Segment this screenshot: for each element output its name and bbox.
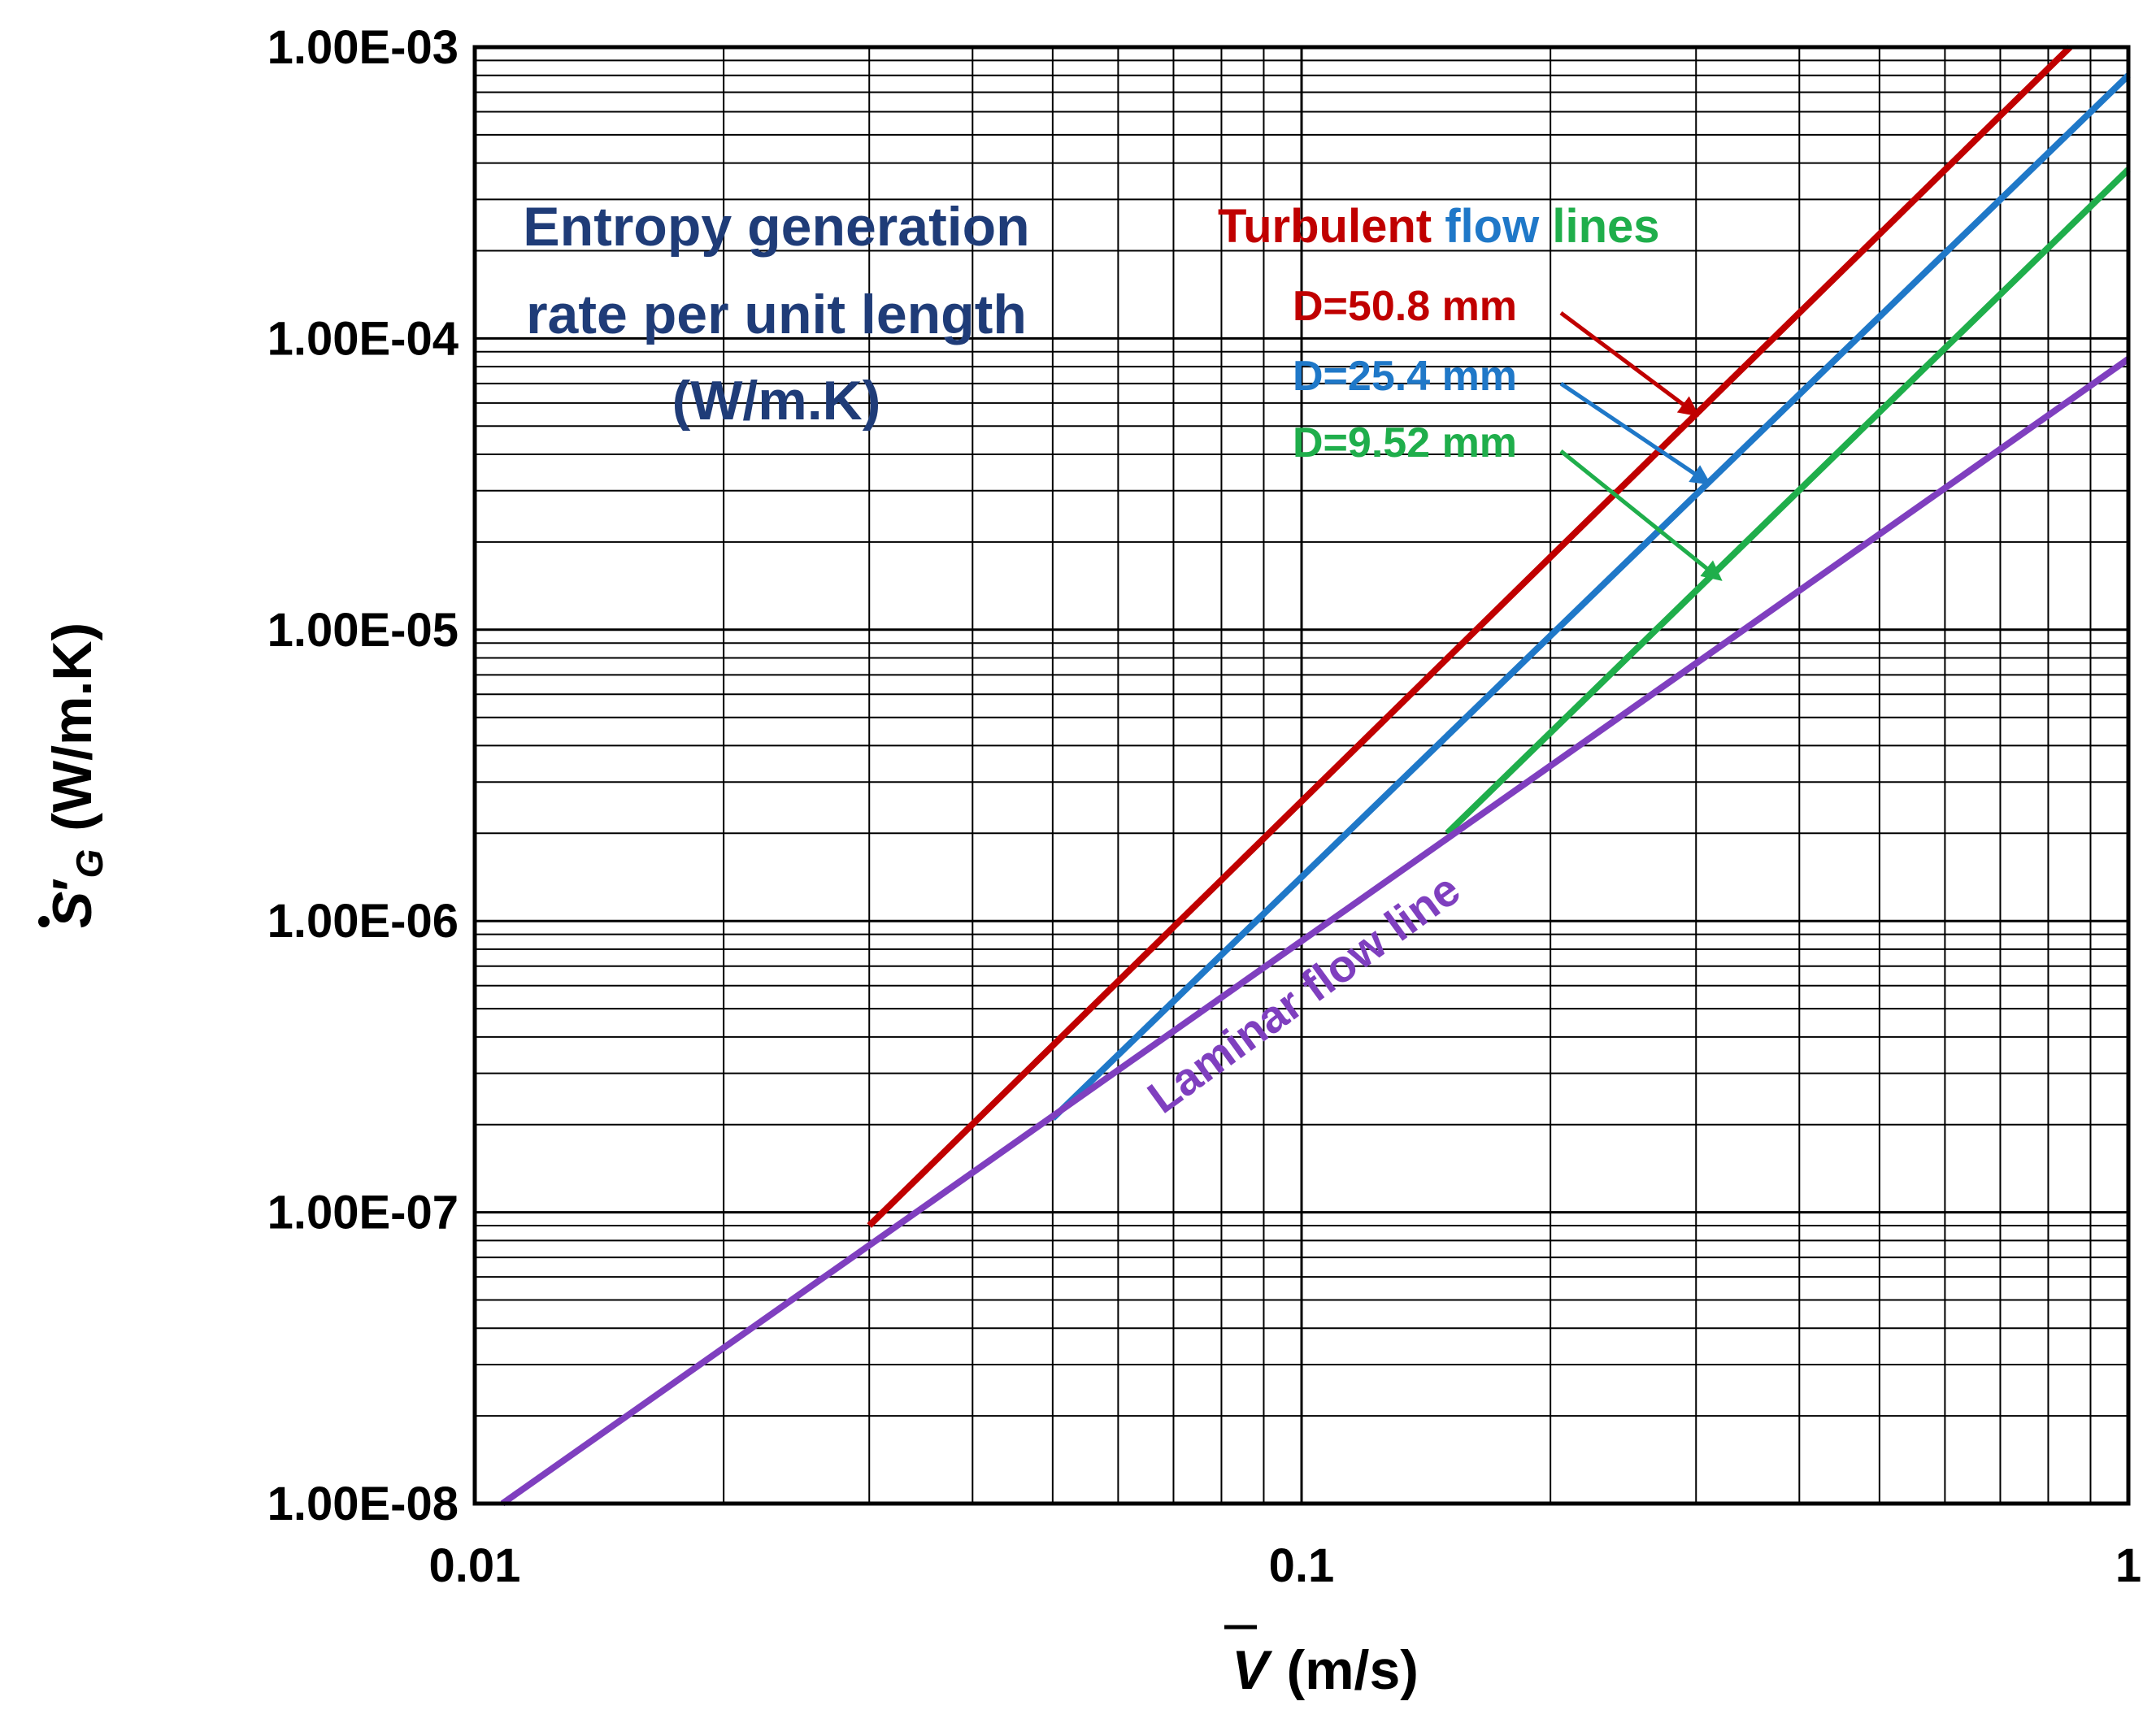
- heading-flow: flow: [1445, 200, 1540, 253]
- svg-text:V(m/s): V (m/s): [1232, 1639, 1419, 1701]
- series-line-laminar-flow-line: [500, 356, 2131, 1507]
- y-tick-label: 1.00E-08: [267, 1478, 459, 1530]
- series-line-d-50-8-mm: [867, 45, 2073, 1228]
- title-block: Entropy generation rate per unit length …: [523, 196, 1029, 432]
- title-line-2: rate per unit length: [526, 284, 1027, 345]
- y-tick-label: 1.00E-04: [267, 312, 459, 365]
- series-line-d-25-4-mm: [1050, 72, 2131, 1121]
- annotation-d952: D=9.52 mm: [1293, 419, 1517, 467]
- svg-text:S′G(W/m.K): S′G(W/m.K): [41, 623, 111, 928]
- x-axis-label: V (m/s): [1224, 1625, 1419, 1701]
- arrow-d952: [1559, 449, 1723, 581]
- x-tick-label: 0.01: [429, 1539, 521, 1592]
- arrow-d508: [1559, 310, 1700, 417]
- x-axis-unit: (m/s): [1286, 1639, 1418, 1701]
- y-axis-symbol: S: [41, 892, 103, 928]
- grid: [473, 47, 2128, 1505]
- heading-turbulent: Turbulent: [1218, 200, 1432, 253]
- heading-lines: lines: [1552, 200, 1659, 253]
- y-axis-dot: [38, 916, 50, 927]
- series-line-d-9-52-mm: [1445, 167, 2131, 836]
- annotation-laminar: Laminar flow line: [1138, 863, 1469, 1123]
- plot-frame: [472, 45, 2131, 1506]
- annotation-d254: D=25.4 mm: [1293, 353, 1517, 400]
- y-axis-label: S′G(W/m.K): [38, 623, 111, 928]
- title-line-1: Entropy generation: [523, 196, 1029, 258]
- y-tick-label: 1.00E-06: [267, 895, 459, 948]
- y-axis-unit: (W/m.K): [41, 623, 103, 831]
- x-axis-symbol: V: [1232, 1639, 1273, 1701]
- arrow-d254: [1559, 381, 1711, 485]
- title-line-3: (W/m.K): [672, 370, 881, 432]
- x-tick-label: 1: [2115, 1539, 2141, 1592]
- y-axis-subscript: G: [68, 849, 111, 879]
- y-tick-label: 1.00E-05: [267, 604, 459, 657]
- turbulent-heading: Turbulent flow lines: [1218, 200, 1660, 253]
- y-tick-label: 1.00E-07: [267, 1187, 459, 1239]
- x-tick-label: 0.1: [1269, 1539, 1335, 1592]
- series-group: [500, 45, 2131, 1507]
- annotation-d508: D=50.8 mm: [1293, 283, 1517, 330]
- y-tick-labels: 1.00E-08 1.00E-07 1.00E-06 1.00E-05 1.00E-04…: [267, 21, 459, 1530]
- y-tick-label: 1.00E-03: [267, 21, 459, 74]
- x-tick-labels: 0.01 0.1 1: [429, 1539, 2142, 1592]
